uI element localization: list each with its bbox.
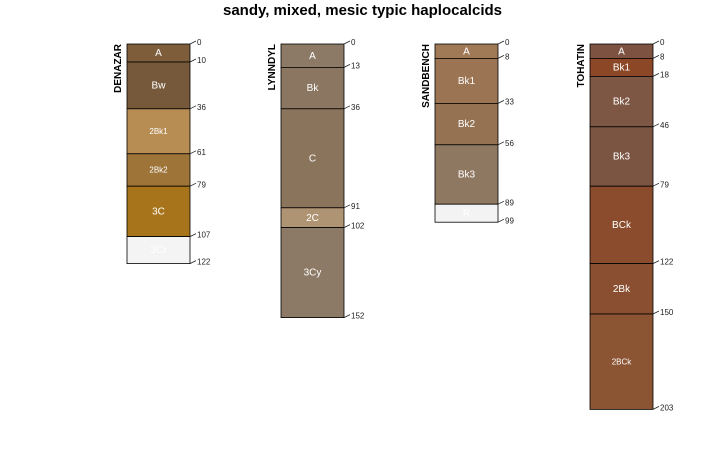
depth-label: 203	[660, 404, 674, 413]
depth-label: 8	[660, 53, 665, 62]
profile-lynndyl: A Bk C 2C 3Cy 0 13 36 91 102 152 LYNNDYL	[267, 38, 365, 321]
profile-name-lynndyl: LYNNDYL	[267, 44, 278, 90]
depth-tick	[652, 73, 660, 77]
depth-label: 122	[197, 258, 211, 267]
depth-label: 61	[197, 148, 206, 157]
depth-tick	[652, 55, 660, 59]
depth-tick	[343, 224, 351, 228]
depth-tick	[652, 406, 660, 410]
horizon-label: 2Bk1	[149, 127, 168, 136]
depth-label: 99	[505, 216, 514, 225]
horizon-label: Bk	[307, 83, 320, 94]
depth-tick	[343, 64, 351, 68]
horizon-label: Bk1	[458, 76, 476, 87]
depth-tick	[497, 200, 505, 205]
depth-label: 152	[351, 312, 365, 321]
depth-tick	[652, 260, 660, 264]
profile-name-denazar: DENAZAR	[113, 43, 124, 93]
depth-label: 79	[197, 180, 206, 189]
horizon-label: 3Cy	[304, 268, 322, 279]
depth-tick	[652, 123, 660, 128]
horizon-denazar-bw	[126, 61, 191, 110]
depth-label: 122	[660, 258, 674, 267]
depth-tick	[652, 40, 660, 45]
depth-label: 33	[505, 98, 514, 107]
horizon-label: A	[618, 46, 625, 57]
horizon-label: 2Bk2	[149, 166, 168, 175]
horizon-label: Bk2	[613, 97, 631, 108]
depth-tick	[497, 100, 505, 104]
depth-tick	[189, 40, 197, 45]
horizon-label: Bk3	[613, 152, 631, 163]
depth-label: 150	[660, 308, 674, 317]
depth-label: 0	[351, 38, 356, 47]
horizon-label: R	[463, 208, 470, 219]
depth-label: 18	[660, 71, 669, 80]
depth-label: 89	[505, 198, 514, 207]
horizon-label: 2BCk	[612, 357, 633, 366]
depth-label: 56	[505, 139, 514, 148]
depth-tick	[343, 105, 351, 110]
profile-sandbench: A Bk1 Bk2 Bk3 R 0 8 33 56 89 99 SANDBENCH	[421, 38, 514, 225]
depth-label: 107	[197, 231, 211, 240]
depth-label: 8	[505, 53, 510, 62]
depth-tick	[652, 182, 660, 187]
depth-label: 36	[197, 103, 206, 112]
depth-tick	[343, 204, 351, 209]
horizon-sandbench-r	[434, 203, 499, 223]
horizon-label: BCk	[612, 220, 632, 231]
depth-label: 79	[660, 180, 669, 189]
depth-tick	[189, 105, 197, 110]
depth-label: 0	[197, 38, 202, 47]
profile-denazar: A Bw 2Bk1 2Bk2 3C 3Cr 0 10 36 61 79 107 122 DENAZAR	[113, 38, 211, 267]
depth-tick	[189, 150, 197, 155]
horizon-label: Bk1	[613, 63, 631, 74]
horizon-label: Bk3	[458, 170, 476, 181]
horizon-sandbench-bk2	[434, 103, 499, 146]
depth-label: 10	[197, 56, 206, 65]
horizon-sandbench-bk3	[434, 144, 499, 205]
horizon-label: 2Bk	[613, 284, 631, 295]
depth-tick	[189, 233, 197, 237]
depth-label: 36	[351, 103, 360, 112]
depth-label: 0	[505, 38, 510, 47]
depth-tick	[497, 218, 505, 223]
depth-label: 91	[351, 202, 360, 211]
horizon-tohatin-bk3	[589, 126, 654, 187]
horizon-label: Bw	[152, 81, 167, 92]
depth-tick	[343, 40, 351, 45]
depth-label: 13	[351, 62, 360, 71]
depth-tick	[189, 260, 197, 264]
horizon-label: Bk2	[458, 119, 476, 130]
depth-tick	[497, 55, 505, 59]
depth-label: 46	[660, 121, 669, 130]
horizon-tohatin-bck	[589, 185, 654, 264]
depth-label: 0	[660, 38, 665, 47]
horizon-denazar-3cr	[126, 236, 191, 265]
depth-tick	[652, 310, 660, 315]
depth-tick	[497, 40, 505, 45]
horizon-label: 2C	[306, 213, 319, 224]
horizon-label: A	[463, 46, 470, 57]
horizon-tohatin-2bck	[589, 313, 654, 410]
horizon-label: C	[309, 153, 316, 164]
horizon-label: A	[155, 48, 162, 59]
horizon-label: 3Cr	[150, 245, 167, 256]
profile-tohatin: A Bk1 Bk2 Bk3 BCk 2Bk 2BCk 0 8 18 46 79 122 150 203 TOH…	[576, 38, 674, 412]
depth-tick	[343, 314, 351, 318]
depth-tick	[189, 182, 197, 187]
profile-name-sandbench: SANDBENCH	[421, 44, 432, 108]
horizon-lynndyl-3cy	[280, 227, 345, 319]
depth-tick	[497, 141, 505, 146]
depth-label: 102	[351, 222, 365, 231]
horizon-label: 3C	[152, 207, 165, 218]
profile-name-tohatin: TOHATIN	[576, 44, 587, 88]
horizon-label: A	[309, 51, 316, 62]
horizon-sandbench-bk1	[434, 58, 499, 104]
depth-tick	[189, 58, 197, 63]
figure-title: sandy, mixed, mesic typic haplocalcids	[222, 2, 502, 19]
horizon-denazar-2bk1	[126, 108, 191, 155]
